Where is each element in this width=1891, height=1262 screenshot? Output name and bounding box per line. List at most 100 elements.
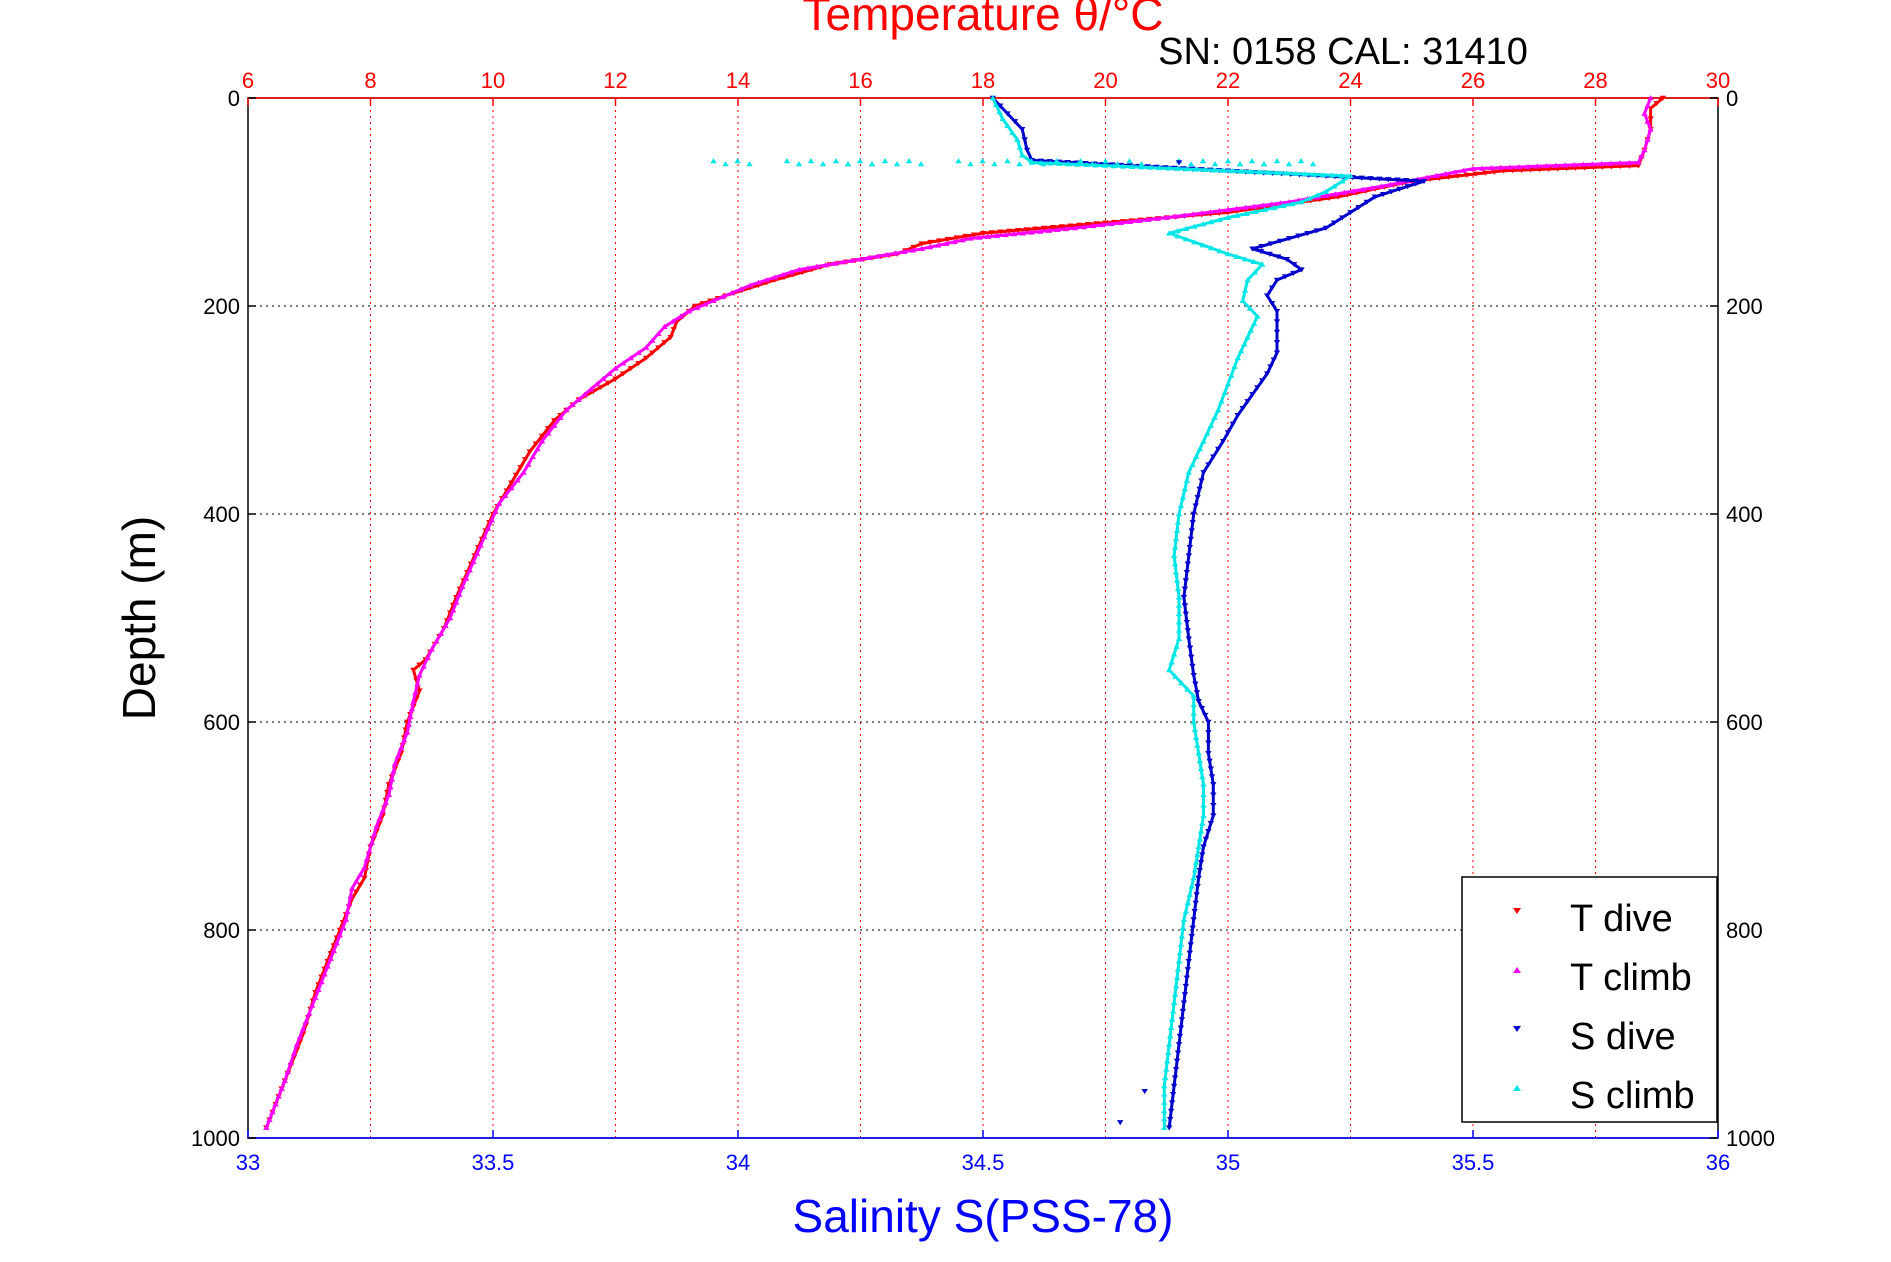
data-point — [807, 158, 815, 164]
data-point — [1647, 95, 1654, 101]
data-point — [1102, 158, 1109, 164]
data-point — [1330, 183, 1338, 189]
data-point — [1215, 446, 1222, 452]
data-point — [1359, 186, 1366, 192]
data-point — [1165, 165, 1172, 171]
data-point — [1161, 1124, 1168, 1130]
data-point — [1180, 916, 1188, 922]
data-point — [612, 365, 619, 371]
data-point — [1246, 305, 1254, 311]
data-point — [416, 662, 423, 668]
data-point — [1074, 161, 1081, 167]
data-point — [710, 158, 717, 164]
data-point — [1195, 750, 1202, 756]
data-point — [1320, 171, 1327, 178]
data-point — [1215, 407, 1222, 413]
axis-ticks: 0 0 200 200 400 400 600 600 800 800 1000 1000 6 8 10 12… — [191, 68, 1775, 1175]
data-point — [1224, 214, 1232, 220]
data-point — [269, 1109, 276, 1115]
data-point — [989, 95, 996, 101]
data-point — [470, 558, 477, 565]
data-point — [1019, 152, 1026, 158]
data-point — [699, 301, 706, 307]
data-point — [1179, 1008, 1187, 1014]
data-point — [1169, 1092, 1177, 1098]
data-point — [979, 230, 987, 237]
data-point — [424, 654, 431, 661]
data-point — [1006, 228, 1013, 234]
legend-item-t-climb: T climb — [1513, 957, 1692, 999]
data-point — [1161, 1099, 1168, 1105]
data-point — [1188, 934, 1195, 940]
data-point — [1128, 163, 1136, 169]
data-point — [1273, 277, 1281, 283]
data-point — [1184, 967, 1192, 973]
data-point — [400, 737, 408, 743]
data-point — [1205, 740, 1212, 746]
data-point — [1182, 611, 1190, 617]
y-tick-label-right: 600 — [1726, 710, 1763, 735]
data-point — [1237, 348, 1245, 354]
data-point — [1248, 158, 1256, 164]
data-point — [312, 994, 319, 1000]
data-point — [1188, 883, 1195, 889]
data-point — [1290, 262, 1298, 268]
x-top-tick-label: 12 — [603, 68, 627, 93]
y-tick-label-left: 800 — [203, 918, 240, 943]
data-point — [951, 238, 958, 245]
data-point — [1186, 891, 1193, 897]
data-point — [1200, 802, 1207, 808]
data-point — [1249, 246, 1256, 252]
data-point — [1273, 308, 1281, 315]
data-point — [1195, 698, 1202, 705]
data-point — [520, 469, 527, 475]
data-point — [1350, 188, 1357, 194]
data-point — [1040, 161, 1047, 167]
x-top-tick-label: 24 — [1338, 68, 1362, 93]
data-point — [1201, 712, 1209, 718]
x-bottom-tick-label: 33.5 — [472, 1150, 515, 1175]
data-point — [917, 161, 925, 167]
x-top-tick-label: 14 — [726, 68, 750, 93]
data-point — [363, 856, 371, 862]
data-point — [649, 350, 656, 356]
data-point — [691, 303, 699, 309]
data-point — [1238, 168, 1245, 174]
data-point — [1329, 172, 1336, 178]
data-point — [1207, 209, 1214, 215]
data-point — [428, 646, 435, 652]
data-point — [635, 360, 642, 367]
data-point — [1187, 161, 1195, 167]
data-point — [512, 472, 520, 478]
data-point — [272, 1101, 279, 1107]
data-point — [1173, 577, 1181, 583]
data-point — [1270, 204, 1278, 211]
data-point — [1561, 162, 1569, 168]
data-point — [1189, 461, 1196, 467]
data-point — [324, 963, 331, 969]
data-point — [796, 266, 803, 272]
data-point — [943, 240, 950, 246]
data-point — [1267, 364, 1274, 370]
data-point — [361, 864, 368, 870]
data-point — [1207, 766, 1215, 772]
x-top-tick-label: 30 — [1706, 68, 1730, 93]
data-point — [1283, 256, 1290, 263]
data-point — [1472, 171, 1480, 177]
data-point — [1647, 126, 1654, 132]
data-point — [1192, 734, 1200, 740]
data-point — [1135, 217, 1143, 223]
series-t-climb — [263, 95, 1654, 1130]
data-point — [1309, 161, 1317, 167]
data-point — [901, 248, 908, 255]
data-point — [1641, 110, 1648, 116]
data-point — [1004, 122, 1011, 128]
data-point — [1016, 161, 1023, 167]
data-point — [1187, 536, 1194, 542]
x-top-tick-label: 8 — [364, 68, 376, 93]
data-point — [1184, 686, 1191, 692]
data-point — [1192, 859, 1200, 865]
data-point — [710, 297, 717, 304]
data-point — [1181, 603, 1189, 609]
